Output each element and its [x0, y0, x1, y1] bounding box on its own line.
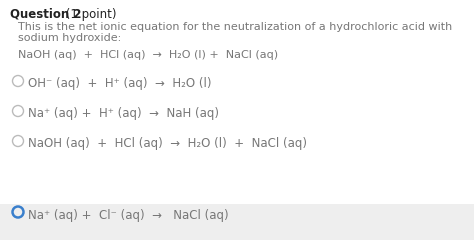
- Text: Question 2: Question 2: [10, 8, 82, 21]
- Text: sodium hydroxide:: sodium hydroxide:: [18, 33, 121, 43]
- Text: Na⁺ (aq) +  H⁺ (aq)  →  NaH (aq): Na⁺ (aq) + H⁺ (aq) → NaH (aq): [28, 107, 219, 121]
- Text: Na⁺ (aq) +  Cl⁻ (aq)  →   NaCl (aq): Na⁺ (aq) + Cl⁻ (aq) → NaCl (aq): [28, 208, 229, 222]
- Text: NaOH (aq)  +  HCl (aq)  →  H₂O (l) +  NaCl (aq): NaOH (aq) + HCl (aq) → H₂O (l) + NaCl (a…: [18, 50, 278, 60]
- Text: NaOH (aq)  +  HCl (aq)  →  H₂O (l)  +  NaCl (aq): NaOH (aq) + HCl (aq) → H₂O (l) + NaCl (a…: [28, 138, 308, 150]
- Text: This is the net ionic equation for the neutralization of a hydrochloric acid wit: This is the net ionic equation for the n…: [18, 22, 452, 32]
- Text: (1 point): (1 point): [62, 8, 117, 21]
- FancyBboxPatch shape: [0, 204, 474, 240]
- Text: OH⁻ (aq)  +  H⁺ (aq)  →  H₂O (l): OH⁻ (aq) + H⁺ (aq) → H₂O (l): [28, 78, 212, 90]
